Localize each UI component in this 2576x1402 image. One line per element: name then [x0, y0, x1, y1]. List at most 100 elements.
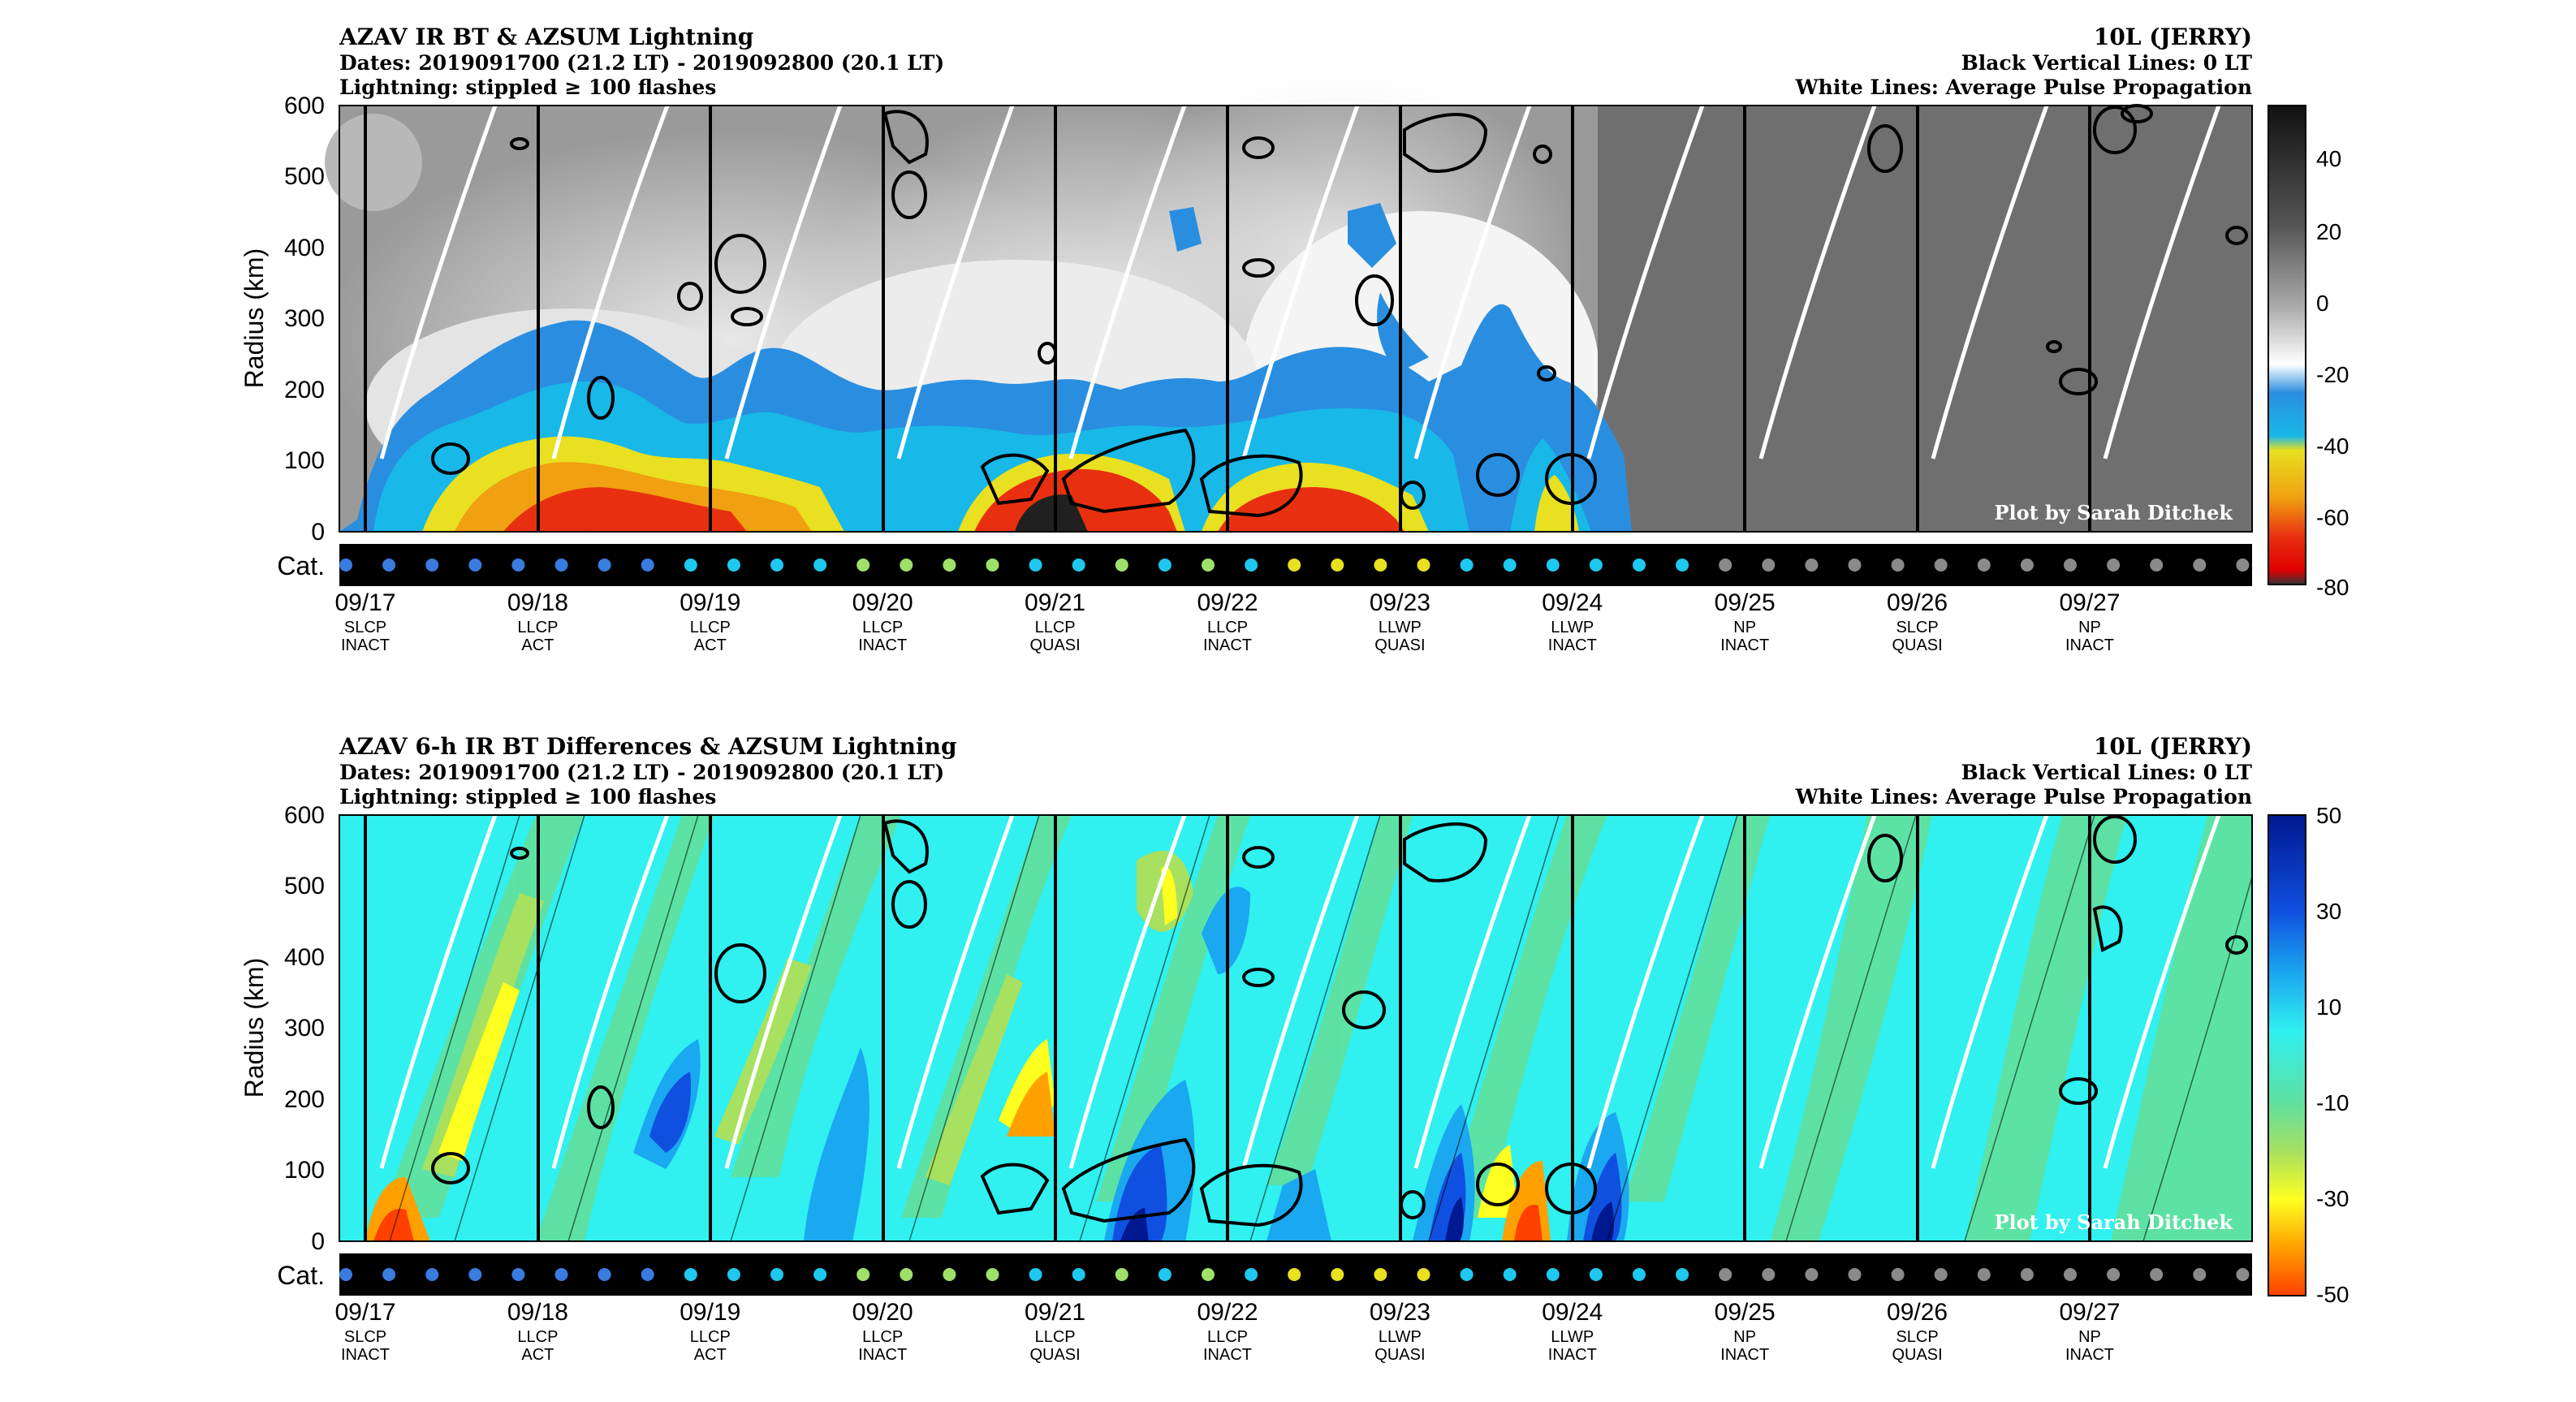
x-tick-date: 09/26 — [1887, 1299, 1948, 1326]
category-dot — [468, 559, 482, 572]
category-dot — [2236, 559, 2250, 572]
x-tick-stage: LLWP — [1551, 619, 1594, 636]
x-tick-date: 09/19 — [680, 589, 740, 616]
category-dot — [1202, 559, 1215, 572]
x-tick-activity: ACT — [694, 636, 727, 654]
panel1-wline-note: White Lines: Average Pulse Propagation — [1795, 75, 2252, 99]
panel1-cbtick: -40 — [2316, 434, 2349, 459]
category-dot — [943, 1268, 956, 1281]
category-dot — [1029, 559, 1042, 572]
category-dot — [1676, 559, 1689, 572]
category-dot — [1589, 559, 1603, 572]
x-tick-activity: INACT — [858, 636, 907, 654]
x-tick-stage: LLCP — [1035, 1328, 1076, 1346]
x-tick-activity: INACT — [1548, 636, 1597, 654]
panel1-pulse-lines — [379, 105, 2221, 459]
category-dot — [1762, 1268, 1776, 1281]
panel1-colorbar-ticks: 40 20 0 -20 -40 -60 -80 — [2316, 146, 2349, 600]
category-dot — [1072, 559, 1085, 572]
panel2-ylabel: Radius (km) — [239, 958, 269, 1098]
category-dot — [1158, 559, 1171, 572]
panel2-lightning-contours — [431, 815, 2248, 1227]
panel2-field — [365, 814, 2253, 1242]
category-dot — [1158, 1268, 1171, 1281]
panel2-cat-label: Cat. — [277, 1261, 325, 1290]
x-tick-stage: LLCP — [1207, 1328, 1248, 1346]
x-tick-activity: INACT — [341, 1346, 390, 1364]
x-tick-stage: LLWP — [1551, 1328, 1594, 1346]
panel2-cbtick: 50 — [2316, 803, 2341, 828]
panel2-storm-name: 10L (JERRY) — [2094, 733, 2252, 760]
category-dot — [1460, 1268, 1474, 1281]
x-tick-stage: LLCP — [690, 1328, 731, 1346]
category-dot — [2193, 1268, 2207, 1281]
category-dot — [684, 559, 697, 572]
panel2-cbtick: -10 — [2316, 1090, 2349, 1115]
category-dot — [1072, 1268, 1085, 1281]
panel2-cbtick: 10 — [2316, 994, 2341, 1020]
panel-ir-bt: AZAV IR BT & AZSUM Lightning Dates: 2019… — [239, 24, 2349, 654]
x-tick-activity: QUASI — [1892, 636, 1942, 654]
x-tick-date: 09/19 — [680, 1299, 740, 1326]
panel1-cbtick: 20 — [2316, 219, 2341, 244]
category-dot — [2150, 559, 2164, 572]
category-dot — [986, 1268, 999, 1281]
category-dot — [641, 1268, 654, 1281]
panel2-vline-note: Black Vertical Lines: 0 LT — [1961, 761, 2253, 784]
x-tick-date: 09/24 — [1542, 589, 1603, 616]
panel2-credit: Plot by Sarah Ditchek — [1994, 1210, 2233, 1234]
x-tick-date: 09/21 — [1025, 589, 1085, 616]
x-tick-stage: NP — [2078, 1328, 2101, 1346]
x-tick-stage: LLCP — [517, 619, 558, 636]
panel1-day-lines — [364, 106, 2091, 532]
category-dot — [382, 559, 396, 572]
category-dot — [857, 1268, 870, 1281]
x-tick-date: 09/22 — [1197, 589, 1258, 616]
x-tick-activity: INACT — [2065, 636, 2114, 654]
x-tick-stage: LLCP — [517, 1328, 558, 1346]
x-tick-stage: NP — [2078, 619, 2101, 636]
category-dot — [727, 1268, 740, 1281]
x-tick-date: 09/26 — [1887, 589, 1948, 616]
category-dot — [425, 1268, 439, 1281]
category-dot — [2107, 1268, 2121, 1281]
category-dot — [2064, 1268, 2077, 1281]
category-dot — [339, 1268, 352, 1281]
x-tick-date: 09/21 — [1025, 1299, 1085, 1326]
category-dot — [1503, 1268, 1517, 1281]
panel2-dates: Dates: 2019091700 (21.2 LT) - 2019092800… — [339, 761, 944, 784]
category-dot — [1676, 1268, 1689, 1281]
x-tick-stage: SLCP — [344, 619, 386, 636]
panel1-cbtick: -20 — [2316, 362, 2349, 387]
category-dot — [1202, 1268, 1215, 1281]
panel2-colorbar-ticks: 50 30 10 -10 -30 -50 — [2316, 803, 2349, 1307]
category-dot — [1589, 1268, 1603, 1281]
x-tick-activity: INACT — [1203, 1346, 1252, 1364]
x-tick-stage: NP — [1733, 619, 1756, 636]
category-dot — [382, 1268, 396, 1281]
panel1-cbtick: 40 — [2316, 146, 2341, 171]
panel2-colorbar — [2267, 814, 2306, 1296]
category-dot — [1848, 1268, 1862, 1281]
category-dot — [511, 559, 525, 572]
category-dot — [339, 559, 352, 572]
panel1-ytick: 200 — [284, 377, 325, 403]
x-tick-stage: LLWP — [1379, 619, 1422, 636]
panel2-cbtick: -30 — [2316, 1186, 2349, 1211]
panel1-ytick: 100 — [284, 447, 325, 474]
category-dot — [641, 559, 654, 572]
x-tick-stage: LLCP — [1035, 619, 1076, 636]
panel2-cbtick: 30 — [2316, 899, 2341, 924]
category-dot — [1331, 1268, 1344, 1281]
x-tick-activity: INACT — [1548, 1346, 1597, 1364]
x-tick-date: 09/18 — [507, 589, 568, 616]
category-dot — [2020, 559, 2034, 572]
panel1-colorbar — [2267, 105, 2306, 585]
x-tick-date: 09/24 — [1542, 1299, 1603, 1326]
panel1-vline-note: Black Vertical Lines: 0 LT — [1961, 51, 2253, 75]
category-dot — [1115, 559, 1128, 572]
x-tick-stage: NP — [1733, 1328, 1756, 1346]
x-tick-date: 09/20 — [852, 1299, 913, 1326]
panel-ir-bt-diff: AZAV 6-h IR BT Differences & AZSUM Light… — [239, 733, 2349, 1364]
x-tick-date: 09/27 — [2059, 1299, 2120, 1326]
